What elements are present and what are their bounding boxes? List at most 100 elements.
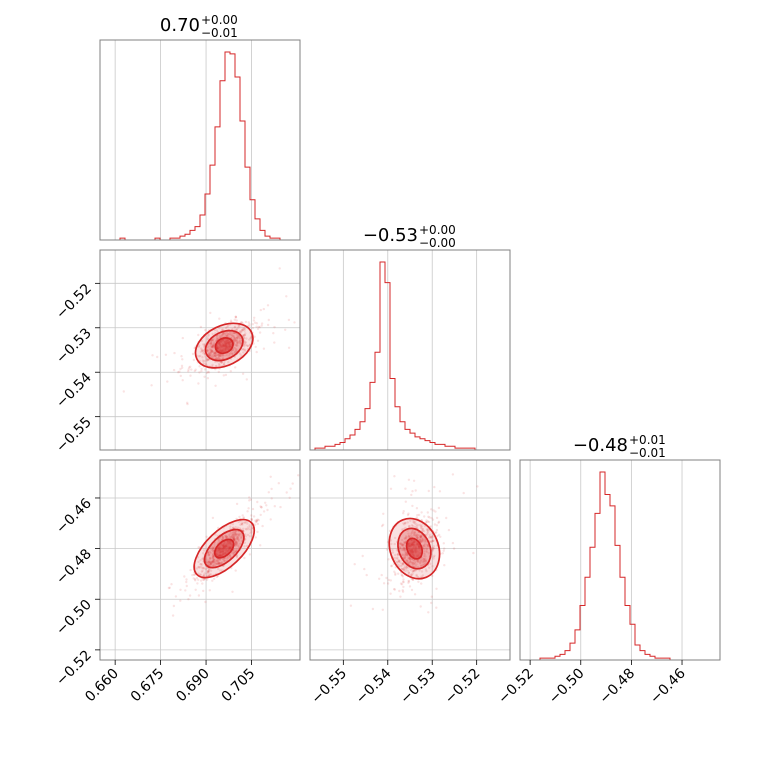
sample-dot [210,346,213,349]
sample-dot [431,534,434,538]
sample-dot [205,535,208,538]
sample-dot [404,559,408,562]
sample-dot [413,570,416,573]
sample-dot [218,353,221,356]
sample-dot [419,525,423,528]
sample-dot [239,339,242,343]
sample-dot [210,342,213,345]
histogram-param-2 [520,471,720,661]
sample-dot [417,534,420,537]
sample-dot [211,547,214,550]
sample-dot [414,534,418,538]
sample-dot [420,559,423,563]
sample-dot [402,547,406,550]
sample-dot [403,542,406,545]
sample-dot [213,563,216,567]
sample-dot [236,536,239,539]
sample-dot [389,487,393,490]
sample-dot [244,341,248,344]
sample-dot [179,374,182,378]
sample-dot [224,332,228,335]
sample-dot [402,562,405,565]
sample-dot [232,536,235,539]
sample-dot [243,341,247,344]
sample-dot [419,526,423,530]
sample-dot [420,541,423,544]
sample-dot [399,547,402,551]
sample-dot [204,567,207,571]
sample-dot [423,547,426,550]
sample-dot [211,344,215,347]
sample-dot [443,564,446,567]
sample-dot [414,560,417,564]
sample-dot [248,535,252,538]
sample-dot [185,578,188,581]
sample-dot [208,557,212,560]
sample-dot [235,338,238,341]
sample-dot [287,346,291,349]
sample-dot [472,551,475,555]
sample-dot [429,536,433,539]
sample-dot [233,343,236,346]
sample-dot [246,533,250,537]
sample-dot [235,350,238,353]
sample-dot [407,512,410,515]
sample-dot [402,568,406,571]
sample-dot [410,573,413,577]
sample-dot [420,558,423,562]
sample-dot [215,575,219,579]
sample-dot [236,336,239,339]
sample-dot [430,595,433,598]
hist-panel-1 [309,249,511,451]
sample-dot [259,544,262,547]
sample-dot [217,362,221,366]
sample-dot [228,332,231,335]
title-param-0-upper: +0.00 [201,13,238,27]
sample-dot [416,560,420,563]
sample-dot [361,554,364,558]
sample-dot [399,542,403,546]
sample-dot [236,536,239,539]
sample-dot [211,546,214,549]
sample-dot [206,358,210,361]
sample-dot [421,538,424,542]
sample-dot [411,490,414,493]
sample-dot [407,535,410,538]
sample-dot [418,538,422,542]
sample-dot [425,519,428,522]
sample-dot [378,577,381,580]
sample-dot [186,401,189,404]
sample-dot [181,379,184,382]
sample-dot [411,561,414,564]
sample-dot [214,354,217,357]
sample-dot [228,553,231,557]
sample-dot [210,349,214,353]
sample-dot [382,512,385,515]
sample-dot [265,504,268,507]
title-param-1-value: −0.53 [363,225,418,246]
sample-dot [209,352,212,355]
sample-dot [236,543,239,546]
sample-dot [262,347,266,350]
sample-dot [177,371,180,374]
sample-dot [412,521,416,524]
sample-dot [209,551,212,555]
sample-dot [409,557,412,561]
sample-dot [219,335,223,338]
sample-dot [420,582,423,585]
sample-dot [234,533,237,536]
sample-dot [211,556,215,559]
sample-dot [429,562,432,565]
sample-dot [199,350,203,353]
sample-dot [431,539,435,542]
sample-dot [437,533,441,536]
sample-dot [394,553,397,557]
sample-dot [411,569,415,573]
sample-dot [202,343,205,346]
sample-dot [234,532,237,536]
sample-dot [432,547,435,550]
sample-dot [233,351,236,354]
sample-dot [403,566,406,569]
sample-dot [421,539,425,543]
sample-dot [418,538,421,541]
